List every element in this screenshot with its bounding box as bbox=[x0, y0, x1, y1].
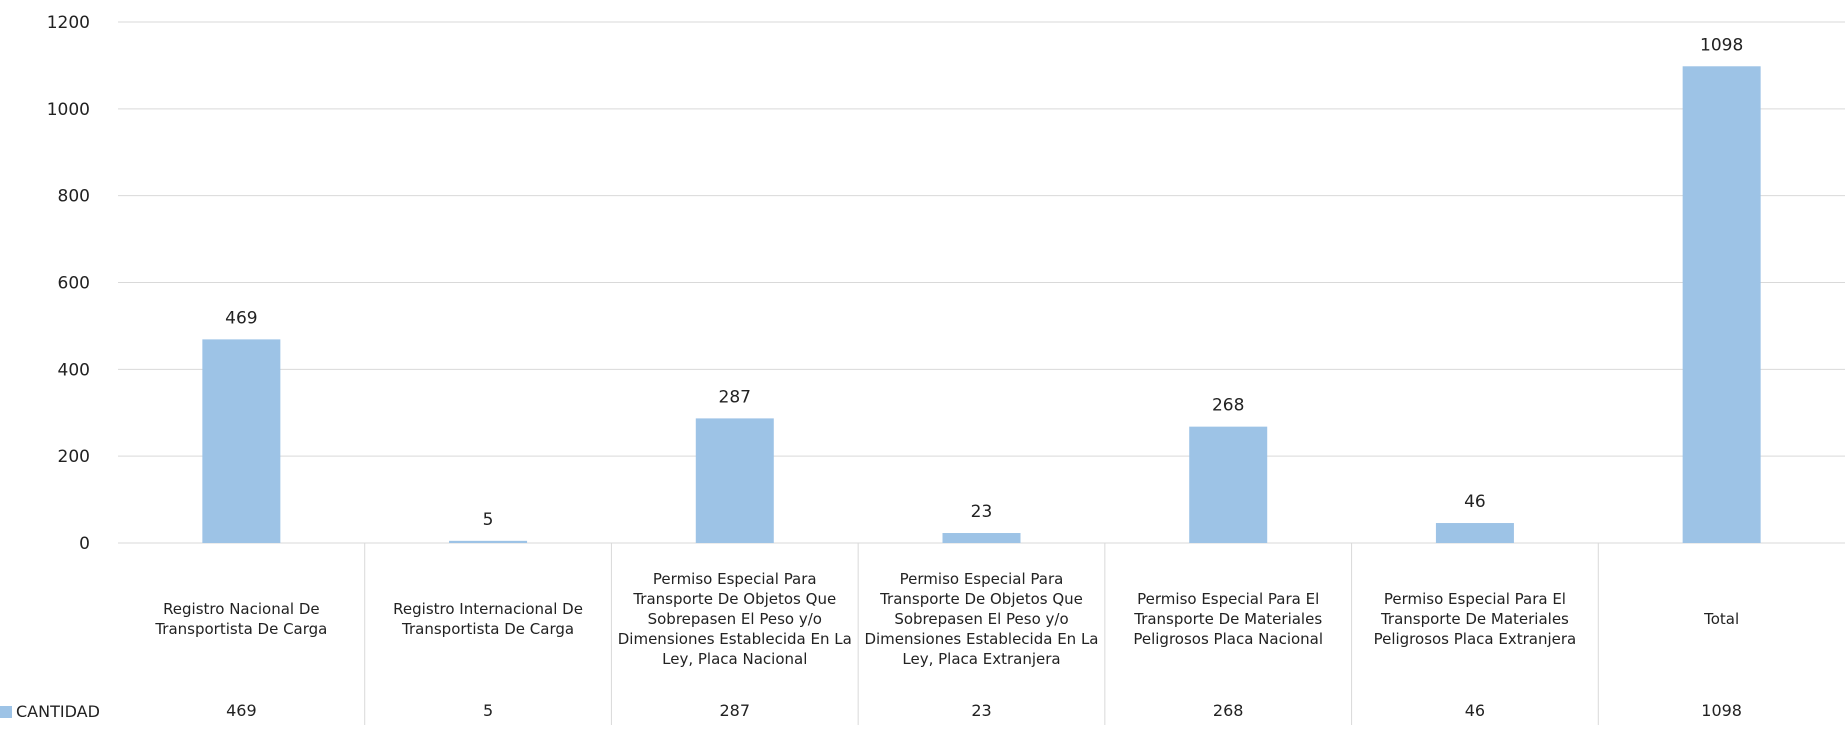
y-tick-label: 800 bbox=[58, 187, 90, 207]
y-tick-label: 0 bbox=[79, 534, 90, 554]
y-tick-label: 1000 bbox=[47, 100, 90, 120]
bar bbox=[1682, 66, 1761, 543]
table-value: 287 bbox=[719, 701, 751, 720]
category-label: Permiso Especial Para Transporte De Obje… bbox=[864, 570, 1099, 668]
bar-data-label: 1098 bbox=[1700, 35, 1743, 55]
bar bbox=[1189, 426, 1268, 543]
table-value: 46 bbox=[1464, 701, 1486, 720]
category-label: Registro Internacional De Transportista … bbox=[393, 600, 583, 638]
bar-data-label: 469 bbox=[225, 308, 257, 328]
y-tick-label: 400 bbox=[58, 360, 90, 380]
category-label: Total bbox=[1704, 610, 1740, 628]
bar-data-label: 268 bbox=[1212, 396, 1244, 416]
bar bbox=[942, 533, 1021, 543]
table-value: 5 bbox=[482, 701, 494, 720]
table-value: 469 bbox=[226, 701, 257, 720]
table-value: 1098 bbox=[1701, 701, 1742, 720]
table-value: 268 bbox=[1212, 701, 1244, 720]
table-value: 23 bbox=[971, 701, 992, 720]
legend: CANTIDAD bbox=[0, 702, 100, 721]
legend-series-name: CANTIDAD bbox=[16, 702, 100, 721]
y-tick-label: 600 bbox=[58, 274, 90, 294]
bar-data-label: 23 bbox=[971, 502, 993, 522]
bar-data-label: 46 bbox=[1464, 492, 1486, 512]
bar-data-label: 287 bbox=[719, 387, 751, 407]
category-label: Permiso Especial Para El Transporte De M… bbox=[1373, 590, 1577, 648]
legend-swatch bbox=[0, 705, 12, 718]
category-label: Registro Nacional De Transportista De Ca… bbox=[155, 600, 328, 638]
bar bbox=[695, 418, 774, 543]
bar bbox=[202, 339, 281, 543]
y-tick-label: 200 bbox=[58, 447, 90, 467]
y-tick-label: 1200 bbox=[47, 13, 90, 33]
bar-data-label: 5 bbox=[483, 510, 494, 530]
category-label: Permiso Especial Para Transporte De Obje… bbox=[617, 570, 852, 668]
bar bbox=[449, 540, 528, 543]
bar bbox=[1435, 523, 1514, 543]
category-label: Permiso Especial Para El Transporte De M… bbox=[1133, 590, 1324, 648]
